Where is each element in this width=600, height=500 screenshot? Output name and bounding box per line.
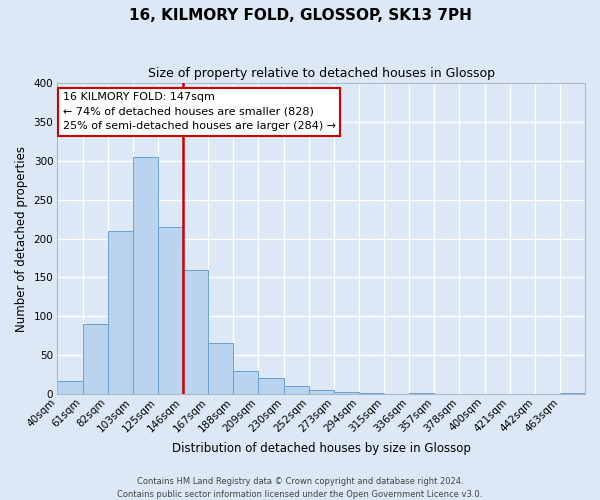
Text: 16 KILMORY FOLD: 147sqm
← 74% of detached houses are smaller (828)
25% of semi-d: 16 KILMORY FOLD: 147sqm ← 74% of detache… <box>63 92 336 131</box>
Title: Size of property relative to detached houses in Glossop: Size of property relative to detached ho… <box>148 68 495 80</box>
Y-axis label: Number of detached properties: Number of detached properties <box>15 146 28 332</box>
X-axis label: Distribution of detached houses by size in Glossop: Distribution of detached houses by size … <box>172 442 470 455</box>
Bar <box>58 381 83 394</box>
Bar <box>334 392 359 394</box>
Text: Contains HM Land Registry data © Crown copyright and database right 2024.
Contai: Contains HM Land Registry data © Crown c… <box>118 478 482 499</box>
Bar <box>233 370 259 394</box>
Bar <box>108 231 133 394</box>
Bar <box>284 386 308 394</box>
Bar <box>83 324 108 394</box>
Bar <box>259 378 284 394</box>
Bar <box>208 344 233 394</box>
Text: 16, KILMORY FOLD, GLOSSOP, SK13 7PH: 16, KILMORY FOLD, GLOSSOP, SK13 7PH <box>128 8 472 22</box>
Bar <box>158 227 183 394</box>
Bar <box>133 157 158 394</box>
Bar <box>183 270 208 394</box>
Bar <box>308 390 334 394</box>
